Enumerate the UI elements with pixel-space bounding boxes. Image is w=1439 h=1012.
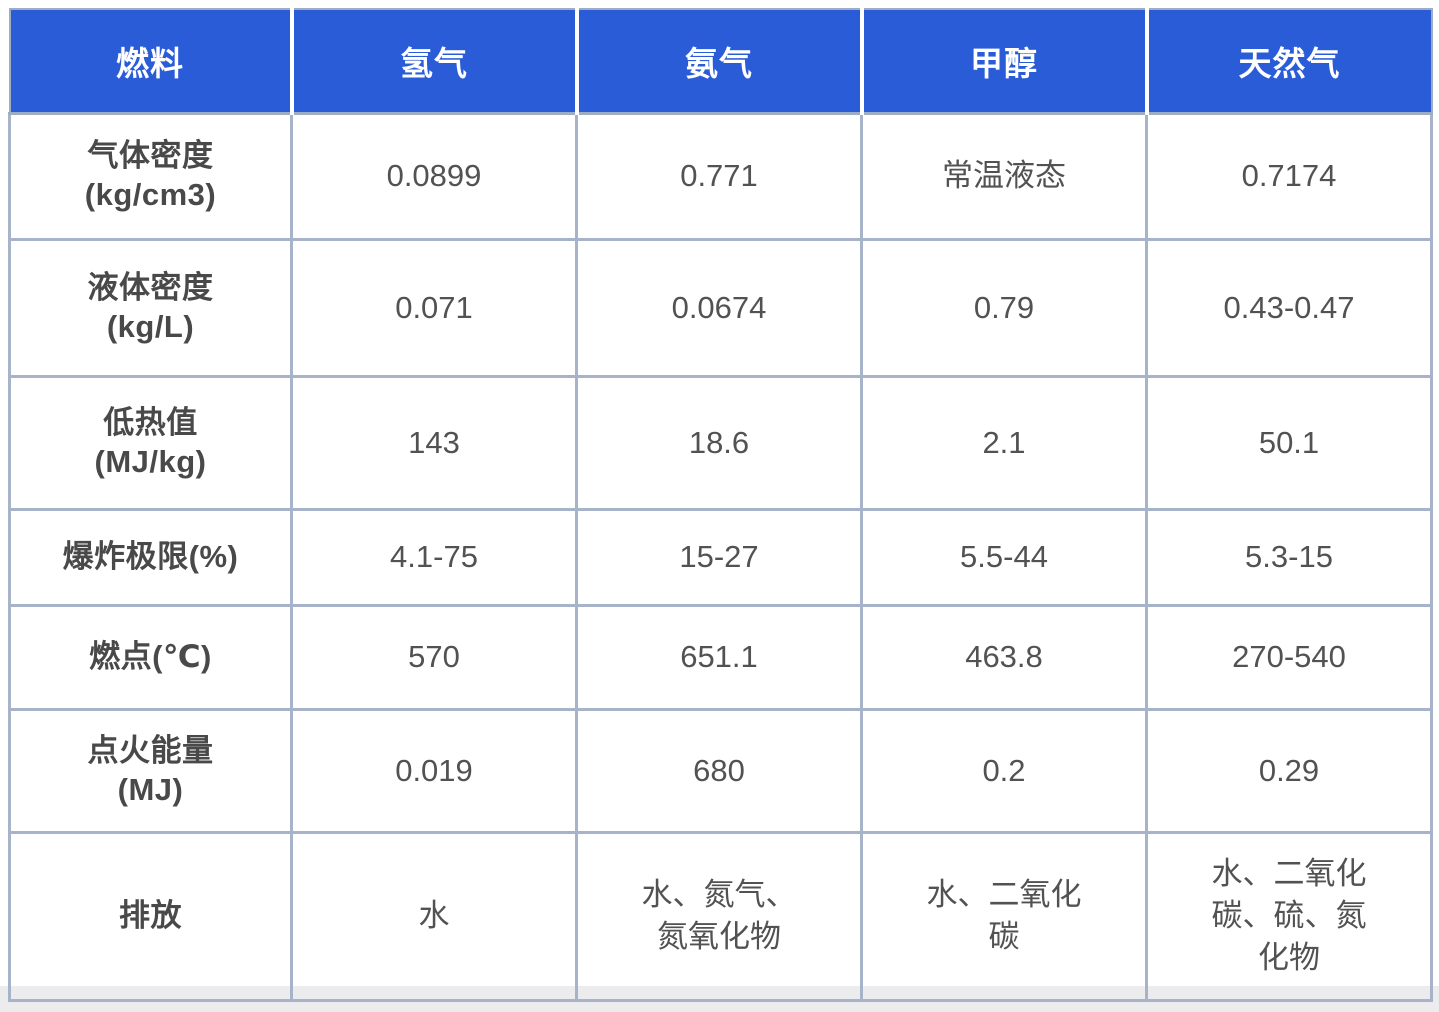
- value-cell: 水、二氧化 碳: [860, 830, 1148, 1002]
- row-label-explosive-limit: 爆炸极限(%): [8, 507, 293, 607]
- header-ammonia: 氨气: [576, 9, 864, 115]
- value-cell: 0.0899: [290, 111, 578, 241]
- table-row-explosive-limit: 爆炸极限(%) 4.1-75 15-27 5.5-44 5.3-15: [8, 507, 1433, 607]
- fuel-comparison-table: 燃料 氢气 氨气 甲醇 天然气 气体密度 (kg/cm3) 0.0899 0.7…: [8, 8, 1433, 1002]
- value-cell: 2.1: [860, 374, 1148, 511]
- table-row-lower-heating-value: 低热值 (MJ/kg) 143 18.6 2.1 50.1: [8, 374, 1433, 511]
- value-cell: 463.8: [860, 603, 1148, 711]
- header-natural-gas: 天然气: [1146, 9, 1433, 115]
- value-cell: 143: [290, 374, 578, 511]
- table-row-gas-density: 气体密度 (kg/cm3) 0.0899 0.771 常温液态 0.7174: [8, 111, 1433, 241]
- value-cell: 0.43-0.47: [1145, 237, 1433, 378]
- value-cell: 0.7174: [1145, 111, 1433, 241]
- header-row: 燃料 氢气 氨气 甲醇 天然气: [9, 9, 1433, 115]
- header-hydrogen: 氢气: [291, 9, 579, 115]
- value-cell: 5.5-44: [860, 507, 1148, 607]
- value-cell: 651.1: [575, 603, 863, 711]
- row-label-liquid-density: 液体密度 (kg/L): [8, 237, 293, 378]
- value-cell: 常温液态: [860, 111, 1148, 241]
- value-cell: 270-540: [1145, 603, 1433, 711]
- value-cell: 水、二氧化 碳、硫、氮 化物: [1145, 830, 1433, 1002]
- table-row-emissions: 排放 水 水、氮气、 氮氧化物 水、二氧化 碳 水、二氧化 碳、硫、氮 化物: [8, 830, 1433, 1002]
- value-cell: 4.1-75: [290, 507, 578, 607]
- value-cell: 水、氮气、 氮氧化物: [575, 830, 863, 1002]
- header-fuel: 燃料: [9, 9, 294, 115]
- row-label-gas-density: 气体密度 (kg/cm3): [8, 111, 293, 241]
- value-cell: 570: [290, 603, 578, 711]
- value-cell: 0.0674: [575, 237, 863, 378]
- table-row-ignition-energy: 点火能量 (MJ) 0.019 680 0.2 0.29: [8, 707, 1433, 834]
- value-cell: 0.2: [860, 707, 1148, 834]
- table-row-liquid-density: 液体密度 (kg/L) 0.071 0.0674 0.79 0.43-0.47: [8, 237, 1433, 378]
- value-cell: 0.071: [290, 237, 578, 378]
- table-row-ignition-point: 燃点(℃) 570 651.1 463.8 270-540: [8, 603, 1433, 711]
- value-cell: 0.019: [290, 707, 578, 834]
- row-label-ignition-point: 燃点(℃): [8, 603, 293, 711]
- value-cell: 0.29: [1145, 707, 1433, 834]
- row-label-emissions: 排放: [8, 830, 293, 1002]
- value-cell: 15-27: [575, 507, 863, 607]
- row-label-ignition-energy: 点火能量 (MJ): [8, 707, 293, 834]
- value-cell: 18.6: [575, 374, 863, 511]
- value-cell: 0.79: [860, 237, 1148, 378]
- header-methanol: 甲醇: [861, 9, 1149, 115]
- value-cell: 0.771: [575, 111, 863, 241]
- value-cell: 水: [290, 830, 578, 1002]
- value-cell: 50.1: [1145, 374, 1433, 511]
- row-label-lower-heating-value: 低热值 (MJ/kg): [8, 374, 293, 511]
- value-cell: 5.3-15: [1145, 507, 1433, 607]
- value-cell: 680: [575, 707, 863, 834]
